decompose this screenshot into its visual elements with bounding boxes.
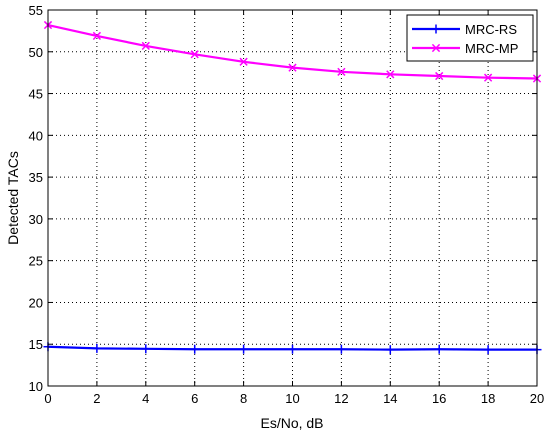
data-point — [434, 344, 444, 354]
legend-label: MRC-RS — [465, 22, 517, 37]
data-point — [190, 344, 200, 354]
data-point — [483, 345, 493, 355]
x-tick-label: 0 — [44, 391, 51, 406]
data-point — [337, 67, 346, 76]
x-tick-label: 2 — [93, 391, 100, 406]
y-tick-label: 55 — [29, 3, 43, 18]
legend-box — [406, 14, 534, 62]
y-tick-label: 10 — [29, 379, 43, 394]
x-tick-label: 6 — [191, 391, 198, 406]
data-point — [239, 344, 249, 354]
x-tick-label: 20 — [530, 391, 544, 406]
x-tick-label: 14 — [383, 391, 397, 406]
x-tick-label: 4 — [142, 391, 149, 406]
data-point — [288, 344, 297, 354]
data-point — [190, 50, 199, 59]
legend-label: MRC-MP — [465, 41, 518, 56]
y-tick-label: 45 — [29, 87, 43, 102]
x-axis-label: Es/No, dB — [260, 415, 323, 431]
x-tick-label: 12 — [334, 391, 348, 406]
data-point — [435, 71, 444, 81]
data-point — [336, 344, 346, 354]
y-tick-label: 50 — [29, 45, 43, 60]
legend-marker — [431, 24, 441, 34]
y-tick-label: 15 — [29, 337, 43, 352]
data-point — [288, 63, 297, 72]
y-tick-label: 30 — [29, 212, 43, 227]
x-tick-label: 16 — [432, 391, 446, 406]
data-point — [92, 343, 102, 353]
y-tick-label: 35 — [29, 170, 43, 185]
y-tick-label: 40 — [29, 128, 43, 143]
data-point — [483, 73, 493, 82]
x-tick-label: 18 — [481, 391, 495, 406]
data-point — [386, 70, 395, 79]
x-tick-label: 10 — [285, 391, 299, 406]
data-point — [92, 31, 102, 41]
ticks: 0 2 4 6 8 10 12 14 16 18 20 10 15 20 25 30 35 40 45 50 55 — [29, 3, 545, 406]
x-tick-label: 8 — [240, 391, 247, 406]
data-point — [385, 345, 395, 355]
y-axis-label: Detected TACs — [5, 151, 21, 245]
grid — [48, 10, 537, 386]
data-point — [141, 344, 151, 354]
y-tick-label: 25 — [29, 254, 43, 269]
data-point — [239, 57, 248, 66]
y-tick-label: 20 — [29, 295, 43, 310]
data-point — [141, 41, 150, 51]
legend: MRC-RS MRC-MP — [406, 14, 534, 62]
legend-marker — [431, 43, 441, 53]
